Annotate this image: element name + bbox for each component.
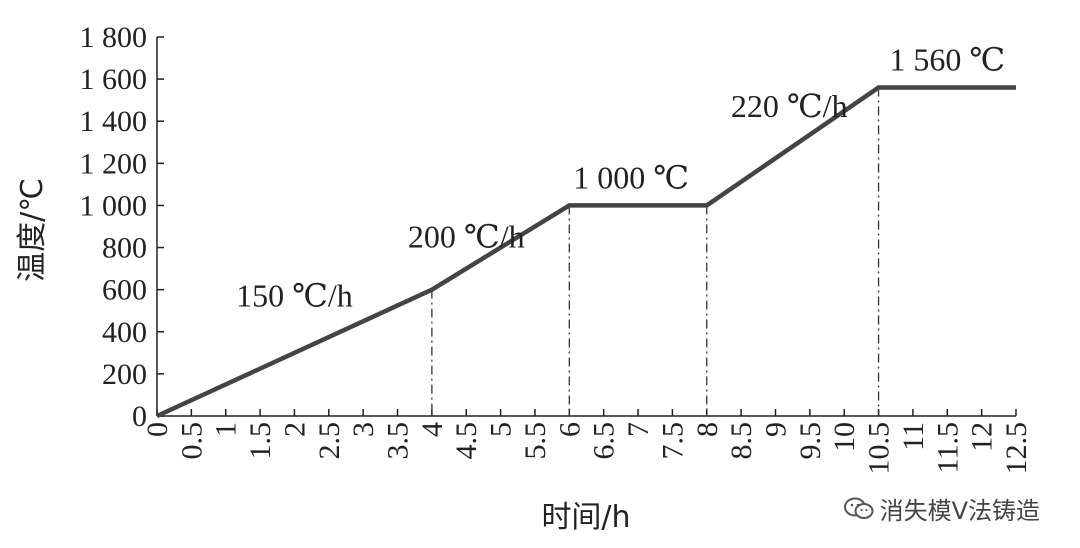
x-tick-label: 6.5 — [588, 422, 621, 460]
y-tick-label: 1 400 — [80, 105, 148, 138]
guide-lines — [431, 87, 880, 416]
x-tick-label: 1.5 — [244, 422, 277, 460]
annotation-label: 200 ℃/h — [408, 219, 525, 255]
x-tick-label: 3.5 — [382, 422, 415, 460]
x-tick-label: 5.5 — [519, 422, 552, 460]
x-tick-label: 8.5 — [725, 422, 758, 460]
x-tick-label: 1 — [210, 422, 243, 437]
annotations: 150 ℃/h 200 ℃/h 1 000 ℃ 220 ℃/h 1 560 ℃ — [236, 42, 1005, 314]
x-tick-label: 9.5 — [794, 422, 827, 460]
x-tick-label: 4.5 — [450, 422, 483, 460]
x-axis-title: 时间/h — [541, 500, 630, 535]
x-tick-label: 10 — [828, 422, 861, 452]
y-tick-label: 600 — [102, 274, 147, 307]
y-tick-label: 1 000 — [80, 189, 148, 222]
y-tick-label: 0 — [132, 400, 147, 433]
x-tick-label: 8 — [691, 422, 724, 437]
x-tick-label: 12.5 — [1000, 422, 1033, 475]
y-tick-label: 200 — [102, 358, 147, 391]
x-tick-label: 3 — [347, 422, 380, 437]
wechat-icon — [843, 497, 874, 519]
watermark-text: 消失模V法铸造 — [879, 497, 1040, 525]
y-tick-label: 1 200 — [80, 147, 148, 180]
axes: 0 200 400 600 800 1 000 1 200 1 400 1 600 1 800 0 0… — [80, 21, 1034, 475]
x-tick-label: 12 — [966, 422, 999, 452]
y-tick-label: 1 800 — [80, 21, 148, 54]
y-axis-title: 温度/℃ — [15, 178, 50, 282]
x-tick-label: 5 — [485, 422, 518, 437]
series-layer — [156, 85, 1016, 419]
watermark: 消失模V法铸造 — [843, 491, 1040, 526]
x-tick-label: 2.5 — [313, 422, 346, 460]
annotation-label: 220 ℃/h — [731, 88, 848, 124]
y-tick-label: 800 — [102, 232, 147, 265]
temperature-series-line — [156, 85, 1016, 419]
annotation-label: 1 000 ℃ — [573, 160, 689, 196]
annotation-label: 1 560 ℃ — [889, 42, 1005, 78]
x-tick-label: 0 — [141, 422, 174, 437]
x-tick-label: 6 — [553, 422, 586, 437]
x-tick-label: 4 — [416, 422, 449, 437]
annotation-label: 150 ℃/h — [236, 278, 353, 314]
x-tick-label: 11.5 — [931, 422, 964, 473]
x-tick-label: 10.5 — [863, 422, 896, 475]
y-tick-label: 400 — [102, 316, 147, 349]
x-tick-label: 11 — [897, 422, 930, 451]
x-tick-label: 7 — [622, 422, 655, 437]
x-tick-label: 7.5 — [656, 422, 689, 460]
x-tick-label: 0.5 — [175, 422, 208, 460]
y-tick-label: 1 600 — [80, 63, 148, 96]
x-tick-label: 2 — [278, 422, 311, 437]
x-tick-label: 9 — [759, 422, 792, 437]
